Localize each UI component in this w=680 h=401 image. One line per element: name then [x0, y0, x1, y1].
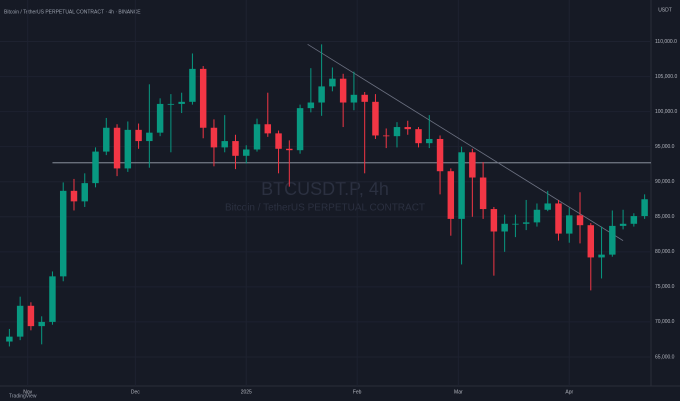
candle-body: [221, 141, 228, 148]
candle-body: [426, 138, 433, 144]
candle-body: [210, 127, 218, 148]
candle-body: [6, 336, 13, 342]
y-tick-label: 110,000.0: [655, 39, 677, 45]
candle-body: [296, 108, 304, 151]
candle-body: [146, 132, 153, 142]
candle-body: [275, 133, 282, 149]
candle-body: [135, 129, 142, 142]
x-tick-label: Nov: [23, 389, 32, 395]
candle-body: [501, 223, 508, 232]
candle-body: [641, 199, 648, 217]
candle-body: [178, 101, 185, 104]
y-tick-label: 70,000.0: [655, 319, 675, 325]
y-tick-label: 105,000.0: [655, 74, 677, 80]
candle-body: [490, 209, 498, 232]
candle-body: [436, 138, 444, 172]
candle-body: [555, 203, 562, 234]
candle-body: [587, 225, 595, 258]
candle-body: [522, 222, 530, 224]
header: Bitcoin / TetherUS PERPETUAL CONTRACT · …: [4, 9, 141, 15]
candle-body: [469, 152, 476, 178]
candle-body: [458, 152, 465, 219]
candle-body: [199, 68, 207, 128]
currency: USDT: [658, 7, 672, 13]
candle-body: [232, 141, 239, 156]
candle-body: [264, 124, 272, 134]
candle-body: [156, 103, 164, 133]
candle-body: [533, 209, 541, 223]
y-tick-label: 95,000.0: [655, 144, 675, 150]
candle-body: [59, 190, 67, 277]
candle-body: [307, 102, 315, 109]
trend-line: [307, 44, 624, 241]
candle-body: [372, 101, 379, 136]
candle-body: [189, 68, 196, 102]
candle-body: [329, 78, 336, 87]
candle-body: [124, 129, 132, 169]
candle-body: [630, 216, 638, 224]
candle-body: [38, 321, 45, 327]
watermark-subtitle: Bitcoin / TetherUS PERPETUAL CONTRACT: [225, 203, 425, 214]
candle-body: [361, 94, 368, 102]
candle-body: [393, 127, 401, 137]
x-tick-label: 2025: [241, 389, 252, 395]
candle-body: [350, 94, 358, 103]
candle-body: [70, 190, 78, 202]
candle-body: [619, 223, 627, 226]
candle-body: [404, 127, 411, 130]
candle-body: [167, 103, 175, 105]
y-tick-label: 100,000.0: [655, 109, 677, 115]
y-tick-label: 75,000.0: [655, 284, 675, 290]
y-tick-label: 65,000.0: [655, 354, 675, 360]
candle-body: [415, 129, 422, 144]
candle-body: [566, 215, 573, 234]
y-tick-label: 90,000.0: [655, 179, 675, 185]
y-tick-label: 85,000.0: [655, 214, 675, 220]
candle-body: [16, 305, 24, 337]
candle-body: [318, 86, 325, 103]
x-tick-label: Dec: [131, 389, 140, 395]
candle-body: [544, 203, 551, 210]
candle-body: [382, 135, 390, 137]
x-tick-label: Apr: [565, 389, 573, 395]
candle-body: [286, 148, 293, 151]
y-tick-label: 80,000.0: [655, 249, 675, 255]
x-tick-label: Feb: [353, 389, 362, 395]
candle-body: [49, 276, 56, 322]
brand: TradingView: [9, 393, 37, 399]
candle-body: [81, 183, 88, 202]
candle-body: [447, 171, 455, 219]
candle-body: [113, 127, 121, 169]
candle-body: [339, 78, 347, 103]
candle-body: [253, 124, 261, 150]
candle-body: [512, 223, 519, 225]
candle-body: [576, 215, 584, 226]
candle-body: [92, 151, 99, 184]
candle-body: [479, 177, 487, 210]
candle-body: [243, 149, 250, 156]
x-tick-label: Mar: [454, 389, 463, 395]
candle-body: [103, 127, 110, 152]
candle-body: [27, 305, 35, 327]
candle-body: [598, 254, 605, 258]
candle-body: [609, 225, 616, 255]
